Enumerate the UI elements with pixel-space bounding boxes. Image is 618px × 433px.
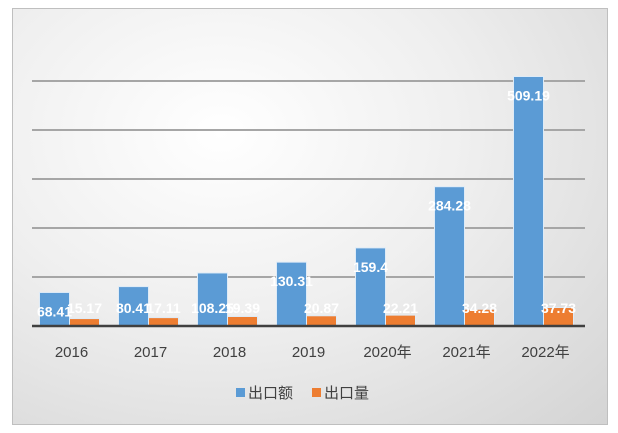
data-label: 80.41	[116, 300, 151, 316]
data-label: 159.4	[353, 259, 388, 275]
x-tick-label: 2019	[292, 344, 325, 361]
data-label: 19.39	[225, 300, 260, 316]
legend-swatch	[236, 388, 245, 397]
x-tick-label: 2017	[134, 344, 167, 361]
bar-export-volume	[385, 314, 416, 327]
bar-export-value	[197, 272, 228, 327]
x-tick-label: 2016	[55, 344, 88, 361]
data-label: 68.41	[37, 303, 72, 319]
data-label: 37.73	[541, 300, 576, 316]
bar-export-value	[513, 75, 544, 327]
legend: 出口额 出口量	[236, 385, 369, 402]
data-label: 509.19	[507, 87, 550, 103]
x-tick-label: 2018	[213, 344, 246, 361]
x-tick-label: 2020年	[363, 344, 411, 361]
data-label: 22.21	[383, 300, 418, 316]
bar-export-volume	[148, 317, 179, 327]
x-tick-label: 2022年	[521, 344, 569, 361]
data-label: 34.28	[462, 300, 497, 316]
bar-export-value	[276, 261, 307, 327]
legend-label: 出口量	[324, 385, 369, 402]
data-label: 20.87	[304, 300, 339, 316]
bar-export-value	[355, 247, 386, 327]
bar-export-volume	[306, 315, 337, 327]
legend-label: 出口额	[248, 385, 293, 402]
data-label: 15.17	[67, 300, 102, 316]
data-label: 284.28	[428, 198, 471, 214]
bar-export-value	[434, 186, 465, 327]
bar-export-volume	[227, 315, 258, 327]
data-label: 108.25	[191, 300, 234, 316]
chart-frame	[12, 8, 608, 425]
data-label: 130.31	[270, 273, 313, 289]
legend-swatch	[312, 388, 321, 397]
x-tick-label: 2021年	[442, 344, 490, 361]
data-label: 17.11	[146, 300, 180, 316]
